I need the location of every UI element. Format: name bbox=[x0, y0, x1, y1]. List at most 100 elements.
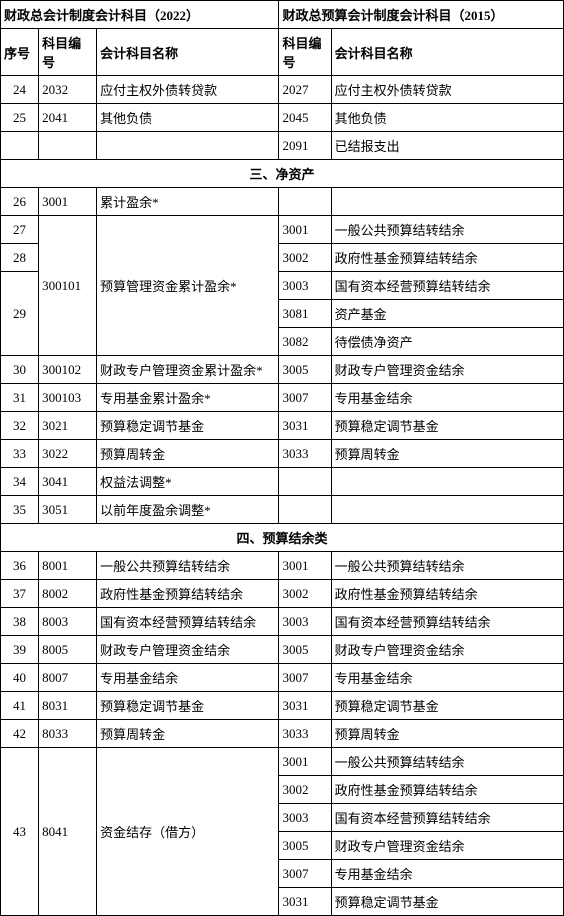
cell-code2: 3002 bbox=[279, 776, 331, 804]
cell-code1: 2041 bbox=[39, 104, 97, 132]
table-row: 34 3041 权益法调整* bbox=[1, 468, 564, 496]
cell-name1: 一般公共预算结转结余 bbox=[97, 552, 279, 580]
cell-name1: 国有资本经营预算结转结余 bbox=[97, 608, 279, 636]
cell-name1: 权益法调整* bbox=[97, 468, 279, 496]
header-left: 财政总会计制度会计科目（2022） bbox=[1, 1, 279, 29]
cell-name2: 财政专户管理资金结余 bbox=[331, 356, 563, 384]
cell-code2: 3001 bbox=[279, 748, 331, 776]
cell-seq: 24 bbox=[1, 76, 39, 104]
cell-code1: 3021 bbox=[39, 412, 97, 440]
cell-seq: 42 bbox=[1, 720, 39, 748]
cell-name2: 其他负债 bbox=[331, 104, 563, 132]
cell-seq: 28 bbox=[1, 244, 39, 272]
table-row: 33 3022 预算周转金 3033 预算周转金 bbox=[1, 440, 564, 468]
cell-name1: 专用基金结余 bbox=[97, 664, 279, 692]
cell-name1 bbox=[97, 132, 279, 160]
col-name1: 会计科目名称 bbox=[97, 29, 279, 76]
col-code1: 科目编号 bbox=[39, 29, 97, 76]
section-title: 三、净资产 bbox=[1, 160, 564, 188]
cell-name2: 应付主权外债转贷款 bbox=[331, 76, 563, 104]
cell-seq: 35 bbox=[1, 496, 39, 524]
cell-seq: 37 bbox=[1, 580, 39, 608]
cell-seq: 39 bbox=[1, 636, 39, 664]
cell-code1: 8041 bbox=[39, 748, 97, 916]
cell-name2: 预算周转金 bbox=[331, 720, 563, 748]
cell-name2: 待偿债净资产 bbox=[331, 328, 563, 356]
cell-code2: 3007 bbox=[279, 384, 331, 412]
cell-code2 bbox=[279, 496, 331, 524]
cell-name2: 预算稳定调节基金 bbox=[331, 888, 563, 916]
cell-name2: 资产基金 bbox=[331, 300, 563, 328]
cell-code1: 8005 bbox=[39, 636, 97, 664]
cell-seq: 31 bbox=[1, 384, 39, 412]
cell-code2: 3033 bbox=[279, 720, 331, 748]
cell-code1: 300101 bbox=[39, 216, 97, 356]
cell-code2: 3031 bbox=[279, 888, 331, 916]
cell-name2: 国有资本经营预算结转结余 bbox=[331, 608, 563, 636]
cell-name1: 财政专户管理资金结余 bbox=[97, 636, 279, 664]
cell-code2: 3031 bbox=[279, 692, 331, 720]
cell-code2: 3001 bbox=[279, 216, 331, 244]
cell-name2: 预算稳定调节基金 bbox=[331, 412, 563, 440]
cell-name2: 政府性基金预算结转结余 bbox=[331, 580, 563, 608]
cell-name2: 专用基金结余 bbox=[331, 860, 563, 888]
cell-code2: 2045 bbox=[279, 104, 331, 132]
cell-name2: 政府性基金预算结转结余 bbox=[331, 776, 563, 804]
cell-seq: 36 bbox=[1, 552, 39, 580]
cell-seq: 34 bbox=[1, 468, 39, 496]
cell-name2: 一般公共预算结转结余 bbox=[331, 216, 563, 244]
cell-code2: 3002 bbox=[279, 244, 331, 272]
cell-code1: 8001 bbox=[39, 552, 97, 580]
cell-code2: 3081 bbox=[279, 300, 331, 328]
cell-name1: 预算周转金 bbox=[97, 720, 279, 748]
cell-code2: 3005 bbox=[279, 356, 331, 384]
cell-seq: 26 bbox=[1, 188, 39, 216]
table-row: 27 300101 预算管理资金累计盈余* 3001 一般公共预算结转结余 bbox=[1, 216, 564, 244]
cell-name1: 财政专户管理资金累计盈余* bbox=[97, 356, 279, 384]
header-row-2: 序号 科目编号 会计科目名称 科目编号 会计科目名称 bbox=[1, 29, 564, 76]
cell-seq: 33 bbox=[1, 440, 39, 468]
cell-name2: 已结报支出 bbox=[331, 132, 563, 160]
cell-code2: 3003 bbox=[279, 272, 331, 300]
cell-seq: 27 bbox=[1, 216, 39, 244]
table-row: 37 8002 政府性基金预算结转结余 3002 政府性基金预算结转结余 bbox=[1, 580, 564, 608]
table-row: 30 300102 财政专户管理资金累计盈余* 3005 财政专户管理资金结余 bbox=[1, 356, 564, 384]
cell-seq: 25 bbox=[1, 104, 39, 132]
table-row: 42 8033 预算周转金 3033 预算周转金 bbox=[1, 720, 564, 748]
table-row: 24 2032 应付主权外债转贷款 2027 应付主权外债转贷款 bbox=[1, 76, 564, 104]
section-title: 四、预算结余类 bbox=[1, 524, 564, 552]
cell-seq: 41 bbox=[1, 692, 39, 720]
cell-name1: 专用基金累计盈余* bbox=[97, 384, 279, 412]
table-row: 38 8003 国有资本经营预算结转结余 3003 国有资本经营预算结转结余 bbox=[1, 608, 564, 636]
col-name2: 会计科目名称 bbox=[331, 29, 563, 76]
cell-name2: 国有资本经营预算结转结余 bbox=[331, 272, 563, 300]
cell-seq: 43 bbox=[1, 748, 39, 916]
cell-code2: 3005 bbox=[279, 832, 331, 860]
table-row: 35 3051 以前年度盈余调整* bbox=[1, 496, 564, 524]
cell-name2: 财政专户管理资金结余 bbox=[331, 636, 563, 664]
cell-code1: 8003 bbox=[39, 608, 97, 636]
cell-name1: 预算稳定调节基金 bbox=[97, 692, 279, 720]
cell-seq: 30 bbox=[1, 356, 39, 384]
cell-code1: 8007 bbox=[39, 664, 97, 692]
cell-name1: 预算周转金 bbox=[97, 440, 279, 468]
cell-name2 bbox=[331, 496, 563, 524]
cell-code1: 300103 bbox=[39, 384, 97, 412]
cell-name1: 预算稳定调节基金 bbox=[97, 412, 279, 440]
cell-code2: 3003 bbox=[279, 804, 331, 832]
cell-code2: 2027 bbox=[279, 76, 331, 104]
cell-code2: 3007 bbox=[279, 664, 331, 692]
table-row: 39 8005 财政专户管理资金结余 3005 财政专户管理资金结余 bbox=[1, 636, 564, 664]
cell-name2: 一般公共预算结转结余 bbox=[331, 552, 563, 580]
cell-code1: 3001 bbox=[39, 188, 97, 216]
cell-name2: 预算稳定调节基金 bbox=[331, 692, 563, 720]
cell-seq: 32 bbox=[1, 412, 39, 440]
cell-code2: 2091 bbox=[279, 132, 331, 160]
cell-code2 bbox=[279, 188, 331, 216]
table-row: 31 300103 专用基金累计盈余* 3007 专用基金结余 bbox=[1, 384, 564, 412]
cell-code2: 3002 bbox=[279, 580, 331, 608]
cell-code2: 3005 bbox=[279, 636, 331, 664]
cell-seq: 38 bbox=[1, 608, 39, 636]
cell-name2: 政府性基金预算结转结余 bbox=[331, 244, 563, 272]
table-row: 43 8041 资金结存（借方） 3001 一般公共预算结转结余 bbox=[1, 748, 564, 776]
